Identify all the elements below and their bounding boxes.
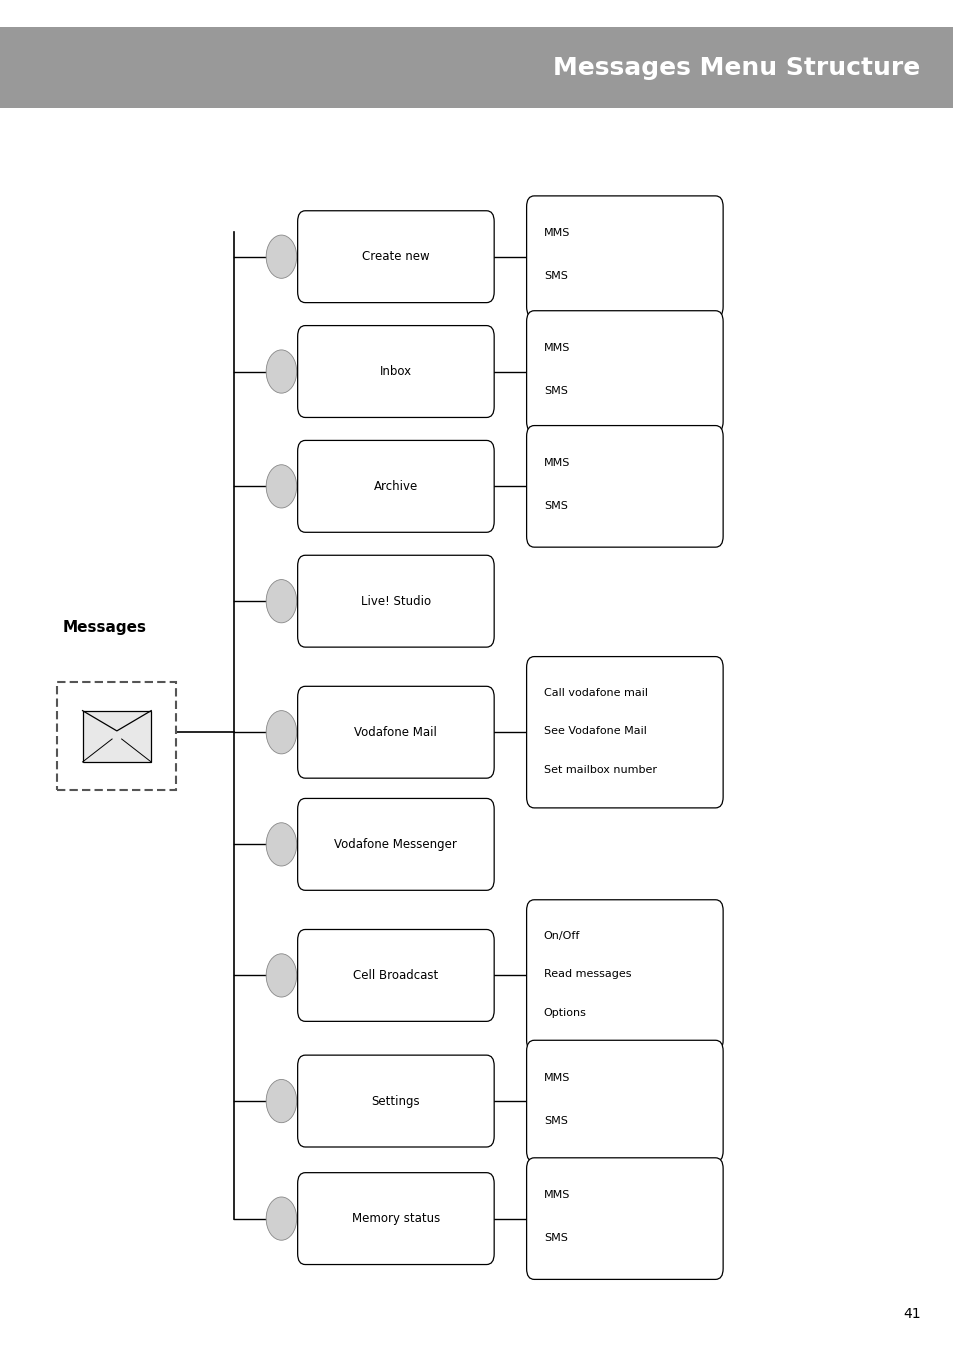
Text: Set mailbox number: Set mailbox number bbox=[543, 765, 656, 775]
Text: Vodafone Mail: Vodafone Mail bbox=[355, 725, 436, 739]
Text: SMS: SMS bbox=[543, 1233, 567, 1243]
Text: SMS: SMS bbox=[543, 272, 567, 281]
Ellipse shape bbox=[266, 1079, 296, 1123]
Text: Options: Options bbox=[543, 1008, 586, 1019]
FancyBboxPatch shape bbox=[297, 798, 494, 890]
FancyBboxPatch shape bbox=[526, 1158, 722, 1279]
FancyBboxPatch shape bbox=[297, 929, 494, 1021]
Text: MMS: MMS bbox=[543, 343, 570, 353]
FancyBboxPatch shape bbox=[297, 440, 494, 532]
FancyBboxPatch shape bbox=[526, 311, 722, 432]
FancyBboxPatch shape bbox=[297, 211, 494, 303]
Text: MMS: MMS bbox=[543, 1190, 570, 1200]
FancyBboxPatch shape bbox=[526, 900, 722, 1051]
FancyBboxPatch shape bbox=[297, 326, 494, 417]
Text: Messages: Messages bbox=[63, 620, 147, 635]
Text: Live! Studio: Live! Studio bbox=[360, 594, 431, 608]
Ellipse shape bbox=[266, 465, 296, 508]
FancyBboxPatch shape bbox=[526, 657, 722, 808]
FancyBboxPatch shape bbox=[297, 1055, 494, 1147]
Text: SMS: SMS bbox=[543, 501, 567, 511]
Text: SMS: SMS bbox=[543, 386, 567, 396]
Bar bbox=[82, 711, 151, 762]
Ellipse shape bbox=[266, 711, 296, 754]
Text: MMS: MMS bbox=[543, 228, 570, 238]
Bar bbox=[0, 27, 953, 108]
Text: Messages Menu Structure: Messages Menu Structure bbox=[553, 55, 920, 80]
FancyBboxPatch shape bbox=[297, 555, 494, 647]
Ellipse shape bbox=[266, 1197, 296, 1240]
Ellipse shape bbox=[266, 580, 296, 623]
Text: Inbox: Inbox bbox=[379, 365, 412, 378]
Text: MMS: MMS bbox=[543, 1073, 570, 1082]
Ellipse shape bbox=[266, 823, 296, 866]
Text: Memory status: Memory status bbox=[352, 1212, 439, 1225]
Text: Call vodafone mail: Call vodafone mail bbox=[543, 688, 647, 697]
Text: Settings: Settings bbox=[372, 1094, 419, 1108]
FancyBboxPatch shape bbox=[297, 686, 494, 778]
Ellipse shape bbox=[266, 350, 296, 393]
FancyBboxPatch shape bbox=[526, 426, 722, 547]
Ellipse shape bbox=[266, 235, 296, 278]
Text: Cell Broadcast: Cell Broadcast bbox=[353, 969, 438, 982]
Ellipse shape bbox=[266, 954, 296, 997]
Text: Archive: Archive bbox=[374, 480, 417, 493]
Text: SMS: SMS bbox=[543, 1116, 567, 1125]
Text: MMS: MMS bbox=[543, 458, 570, 467]
Text: Vodafone Messenger: Vodafone Messenger bbox=[335, 838, 456, 851]
Text: 41: 41 bbox=[902, 1308, 920, 1321]
FancyBboxPatch shape bbox=[526, 196, 722, 317]
Text: Create new: Create new bbox=[362, 250, 429, 263]
Text: See Vodafone Mail: See Vodafone Mail bbox=[543, 727, 646, 736]
Text: Read messages: Read messages bbox=[543, 970, 631, 979]
FancyBboxPatch shape bbox=[297, 1173, 494, 1265]
Text: On/Off: On/Off bbox=[543, 931, 579, 940]
Bar bbox=[57, 682, 176, 790]
FancyBboxPatch shape bbox=[526, 1040, 722, 1162]
